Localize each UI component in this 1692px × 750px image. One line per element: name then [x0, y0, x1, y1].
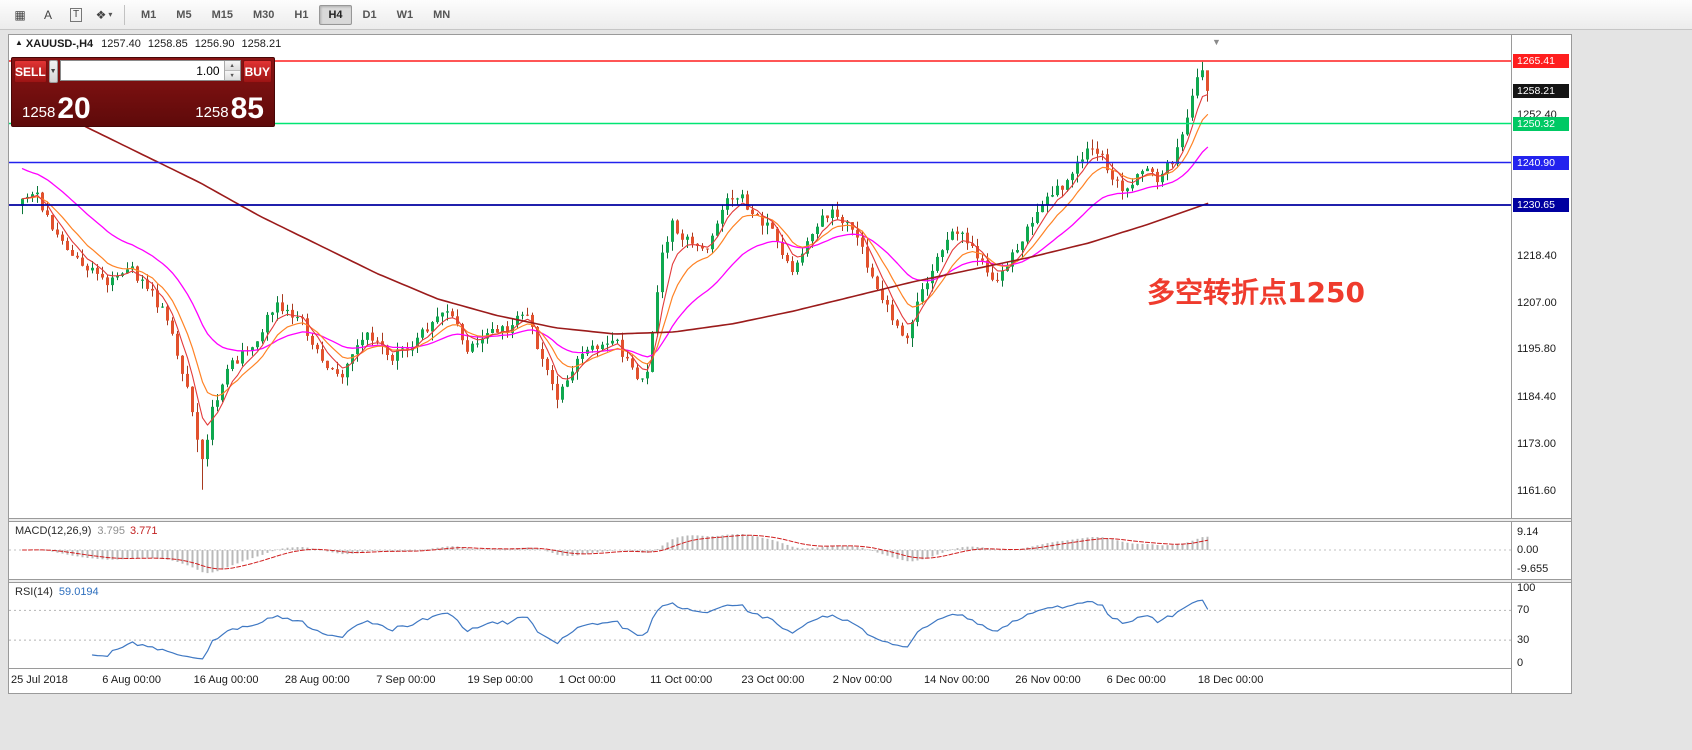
- price-line-tag[interactable]: 1258.21: [1513, 83, 1569, 98]
- chart-title: ▲ XAUUSD-,H4 1257.40 1258.85 1256.90 1258.21: [15, 38, 288, 50]
- chevron-down-icon: ▾: [108, 10, 113, 19]
- symbol-label: XAUUSD-,H4: [25, 38, 94, 50]
- open-price: 1257.40: [101, 38, 141, 50]
- macd-axis-label: -9.655: [1517, 562, 1549, 575]
- price-line-tag[interactable]: 1230.65: [1513, 197, 1569, 212]
- tf-button-d1[interactable]: D1: [362, 8, 377, 21]
- time-axis-label: 18 Dec 00:00: [1197, 674, 1264, 686]
- chart-annotation-text: 多空转折点1250: [1147, 276, 1365, 309]
- text-label-tool-icon[interactable]: A: [35, 3, 61, 27]
- tf-button-m15[interactable]: M15: [211, 8, 233, 21]
- shapes-icon: ❖: [95, 7, 107, 22]
- tf-button-m30[interactable]: M30: [252, 8, 275, 21]
- ask-price-display: 1258 85: [195, 94, 264, 124]
- time-axis-label: 28 Aug 00:00: [284, 674, 350, 686]
- time-axis-label: 11 Oct 00:00: [650, 674, 713, 686]
- price-axis[interactable]: 1252.40 1218.40 1207.00 1195.80 1184.40 1173.…: [1511, 35, 1571, 693]
- tf-button-h4[interactable]: H4: [319, 4, 352, 25]
- chart-grid-icon[interactable]: ▦: [7, 3, 33, 27]
- high-price: 1258.85: [147, 38, 188, 50]
- order-options-dropdown[interactable]: ▼: [48, 60, 58, 83]
- panel-splitter[interactable]: [9, 518, 1571, 522]
- sell-button[interactable]: SELL: [14, 60, 47, 83]
- price-tick-label: 1161.60: [1517, 485, 1556, 497]
- tf-button-mn[interactable]: MN: [433, 8, 451, 21]
- toolbar: ▦ A T ❖ ▾ M1 M5 M15 M30 H1 H4 D1 W1 MN: [0, 0, 1692, 30]
- tf-button-h1[interactable]: H1: [294, 8, 309, 21]
- price-tick-label: 1195.80: [1517, 343, 1556, 356]
- volume-decrease-button[interactable]: ▼: [224, 70, 240, 80]
- rsi-value: 59.0194: [58, 586, 99, 598]
- time-axis-label: 7 Sep 00:00: [376, 674, 436, 686]
- time-axis-label: 25 Jul 2018: [11, 674, 68, 686]
- macd-signal-value: 3.771: [129, 525, 158, 537]
- tf-button-w1[interactable]: W1: [396, 8, 414, 21]
- macd-axis-label: 0.00: [1517, 544, 1539, 556]
- time-axis-label: 26 Nov 00:00: [1015, 674, 1081, 686]
- time-axis-label: 6 Dec 00:00: [1106, 674, 1166, 686]
- close-price: 1258.21: [241, 38, 282, 50]
- ask-pips-digits: 85: [230, 92, 264, 125]
- rsi-axis-label: 70: [1517, 604, 1530, 617]
- letter-a-glyph: A: [43, 7, 52, 22]
- rsi-axis-label: 0: [1517, 656, 1524, 669]
- bid-price-display: 1258 20: [22, 94, 91, 124]
- tf-button-m1[interactable]: M1: [141, 8, 157, 21]
- panel-splitter[interactable]: [9, 579, 1571, 583]
- rsi-axis-label: 30: [1517, 634, 1530, 647]
- ask-main-digits: 1258: [195, 104, 229, 121]
- tf-button-m5[interactable]: M5: [176, 8, 192, 21]
- price-tick-label: 1207.00: [1517, 296, 1557, 309]
- rsi-axis-label: 100: [1517, 582, 1536, 594]
- time-axis-label: 16 Aug 00:00: [193, 674, 259, 686]
- draw-objects-dropdown[interactable]: ❖ ▾: [91, 3, 117, 27]
- price-line-tag[interactable]: 1240.90: [1513, 155, 1569, 170]
- volume-increase-button[interactable]: ▲: [224, 61, 240, 70]
- timeframe-button-group: M1 M5 M15 M30 H1 H4 D1 W1 MN: [131, 4, 460, 25]
- time-axis-label: 2 Nov 00:00: [832, 674, 893, 686]
- time-axis-label: 6 Aug 00:00: [102, 674, 162, 686]
- toolbar-separator: [124, 4, 125, 25]
- macd-panel[interactable]: [9, 522, 1511, 579]
- price-tick-label: 1218.40: [1517, 249, 1557, 262]
- price-tick-label: 1173.00: [1517, 437, 1556, 450]
- grid-glyph: ▦: [14, 7, 26, 22]
- chart-window: ▲ XAUUSD-,H4 1257.40 1258.85 1256.90 1258.21 …: [8, 34, 1572, 694]
- collapse-arrow-icon: ▲: [15, 38, 23, 47]
- macd-value: 3.795: [97, 525, 125, 537]
- buy-button[interactable]: BUY: [242, 60, 272, 83]
- macd-indicator-label: MACD(12,26,9) 3.795 3.771: [15, 525, 157, 537]
- time-axis[interactable]: 25 Jul 2018 6 Aug 00:00 16 Aug 00:00 28 Aug…: [9, 668, 1571, 693]
- rsi-indicator-label: RSI(14) 59.0194: [15, 586, 99, 598]
- chart-shift-marker-icon[interactable]: ▼: [1212, 37, 1221, 47]
- price-tick-label: 1184.40: [1517, 390, 1556, 403]
- bid-pips-digits: 20: [57, 92, 91, 125]
- time-axis-label: 1 Oct 00:00: [558, 674, 616, 686]
- rsi-name: RSI(14): [15, 586, 53, 598]
- macd-axis-label: 9.14: [1517, 526, 1539, 539]
- price-line-tag[interactable]: 1265.41: [1513, 54, 1569, 68]
- low-price: 1256.90: [194, 38, 235, 50]
- text-box-tool-icon[interactable]: T: [63, 3, 89, 27]
- price-line-tag[interactable]: 1250.32: [1513, 116, 1569, 131]
- time-axis-label: 14 Nov 00:00: [924, 674, 990, 686]
- volume-input[interactable]: [60, 61, 224, 80]
- letter-t-glyph: T: [69, 7, 83, 22]
- volume-field: ▲ ▼: [59, 60, 241, 81]
- one-click-trading-panel: SELL ▼ ▲ ▼ BUY 1258 20 1258 85: [11, 57, 275, 127]
- time-axis-label: 23 Oct 00:00: [741, 674, 805, 686]
- rsi-panel[interactable]: [9, 583, 1511, 668]
- bid-main-digits: 1258: [22, 104, 56, 121]
- macd-name: MACD(12,26,9): [15, 525, 92, 537]
- time-axis-label: 19 Sep 00:00: [467, 674, 533, 686]
